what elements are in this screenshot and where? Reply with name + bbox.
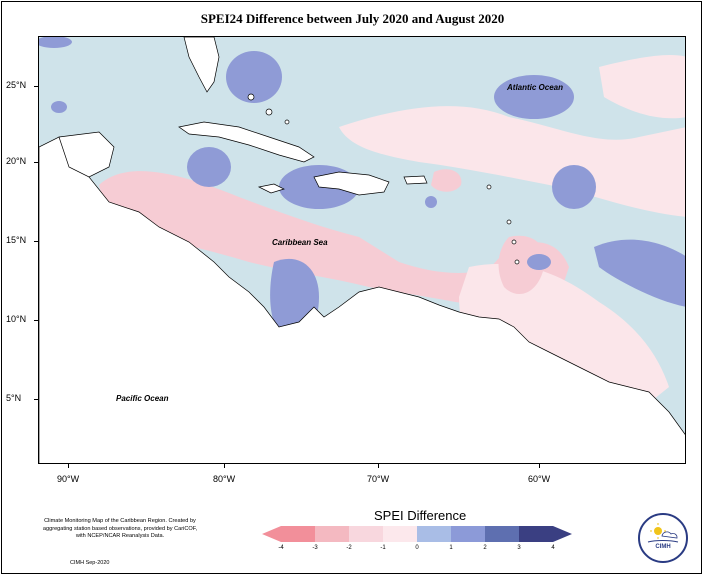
label-pacific-ocean: Pacific Ocean [116,394,169,403]
sun-cloud-icon [647,523,679,543]
legend-arrow-right [553,526,572,542]
lon-tick [378,464,379,468]
map-panel[interactable]: Atlantic Ocean Caribbean Sea Pacific Oce… [38,36,686,464]
lat-label-25n: 25°N [6,80,27,90]
map-title: SPEI24 Difference between July 2020 and … [200,11,505,26]
legend-tick-label: 3 [517,545,521,551]
legend-arrow-left [262,526,281,542]
lat-tick [34,162,38,163]
credit-date: CIMH Sep-2020 [70,560,110,566]
lat-tick [34,241,38,242]
legend-tick-label: 1 [449,545,453,551]
legend-tick-label: 0 [415,545,419,551]
legend-swatch [451,526,485,542]
legend-tick-label: 2 [483,545,487,551]
cimh-logo: CIMH [638,513,688,563]
legend-swatch [349,526,383,542]
lon-label-70w: 70°W [367,474,390,484]
lat-label-15n: 15°N [6,235,27,245]
logo-text: CIMH [655,544,671,550]
blue-anomaly-regions [39,37,685,338]
legend-tick-label: -1 [380,545,386,551]
lon-label-60w: 60°W [528,474,551,484]
legend-swatch [383,526,417,542]
legend-swatch [281,526,315,542]
lon-tick [68,464,69,468]
lon-label-90w: 90°W [57,474,80,484]
legend-title: SPEI Difference [374,508,467,523]
legend-tick-label: -4 [278,545,284,551]
legend-swatch [485,526,519,542]
land-masses [39,37,685,463]
legend-swatch [519,526,553,542]
lat-label-20n: 20°N [6,156,27,166]
lon-tick [539,464,540,468]
legend-colorbar [262,526,572,542]
label-atlantic-ocean: Atlantic Ocean [507,83,564,92]
lat-label-5n: 5°N [6,393,22,403]
lon-label-80w: 80°W [213,474,236,484]
lon-tick [224,464,225,468]
credits-text: Climate Monitoring Map of the Caribbean … [42,518,198,539]
lat-tick [34,86,38,87]
lat-label-10n: 10°N [6,314,27,324]
lat-tick [34,399,38,400]
legend-swatch [417,526,451,542]
legend-swatch [315,526,349,542]
label-caribbean-sea: Caribbean Sea [272,238,328,247]
map-svg [39,37,685,463]
lat-tick [34,320,38,321]
legend-tick-label: 4 [551,545,555,551]
legend-tick-label: -3 [312,545,318,551]
legend-tick-label: -2 [346,545,352,551]
